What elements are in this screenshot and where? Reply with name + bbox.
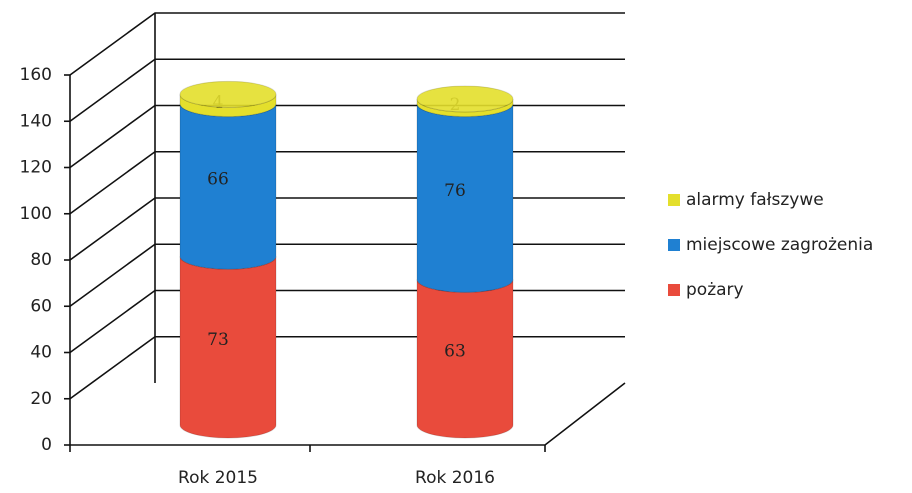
grid-line: [69, 243, 625, 307]
data-label: 76: [444, 181, 466, 201]
y-tick-label: 100: [20, 204, 52, 224]
cylinder-cap: [416, 85, 514, 113]
grid-line: [69, 335, 625, 400]
floor: [69, 13, 626, 452]
legend-label: miejscowe zagrożenia: [686, 235, 873, 255]
cylinder-segment: [416, 103, 514, 293]
y-tick-label: 120: [20, 158, 52, 178]
floor-edge: [70, 382, 626, 446]
data-label: 63: [444, 342, 466, 362]
legend-swatch: [668, 194, 680, 206]
y-tick-label: 60: [30, 296, 52, 316]
grid-line: [69, 150, 625, 215]
grid-line: [69, 12, 625, 76]
legend-label: alarmy fałszywe: [686, 190, 824, 210]
y-tick-label: 40: [30, 343, 52, 363]
cylinder-segment: [179, 256, 277, 439]
x-tick-label: Rok 2016: [415, 468, 495, 488]
x-tick-label: Rok 2015: [178, 468, 258, 488]
cylinder-cap: [179, 80, 277, 108]
grid-line: [69, 104, 625, 169]
legend-label: pożary: [686, 280, 744, 300]
y-tick-label: 160: [20, 65, 52, 85]
legend-swatch: [668, 239, 680, 251]
y-tick-label: 20: [30, 389, 52, 409]
grid-line: [69, 58, 625, 122]
y-tick-label: 0: [41, 435, 52, 455]
cylinder-segment: [416, 279, 514, 439]
data-label: 73: [207, 330, 229, 350]
cylinder-segment: [179, 103, 277, 270]
data-label: 66: [207, 169, 229, 189]
grid-line: [69, 289, 625, 354]
grid-line: [69, 197, 625, 261]
y-tick-label: 140: [20, 111, 52, 131]
y-tick-label: 80: [30, 250, 52, 270]
legend-swatch: [668, 284, 680, 296]
